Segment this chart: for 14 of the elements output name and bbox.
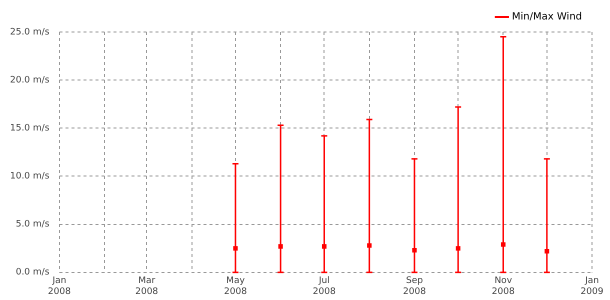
y-tick-label: 15.0 m/s [10,124,50,134]
y-tick-label: 20.0 m/s [10,75,50,86]
y-tick-label: 0.0 m/s [16,268,50,278]
y-tick-label: 10.0 m/s [10,172,50,182]
x-tick-label: Sep 2008 [403,276,426,297]
y-tick-label: 25.0 m/s [10,27,50,38]
x-tick-label: Jul 2008 [312,276,336,297]
x-tick-label: Jan 2008 [48,276,72,297]
x-tick-label: Nov 2008 [492,276,515,297]
x-tick-label: Mar 2008 [135,276,158,297]
y-tick-label: 5.0 m/s [16,220,50,230]
legend-label: Min/Max Wind [512,12,582,23]
x-tick-label: May 2008 [224,276,248,297]
x-tick-label: Jan 2009 [580,276,604,297]
